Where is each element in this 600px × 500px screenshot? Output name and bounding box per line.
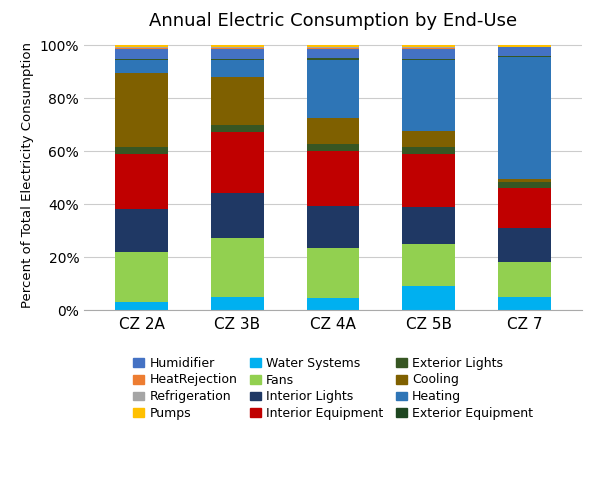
Bar [115,210,168,252]
Bar [403,50,455,58]
Bar [211,193,263,238]
Bar [403,154,455,207]
Bar [498,228,551,262]
Bar [307,60,359,118]
Bar [115,50,168,58]
Bar [403,60,455,132]
Bar [211,60,263,77]
Bar [211,125,263,132]
Bar [307,118,359,144]
Bar [211,77,263,125]
Bar [498,56,551,57]
Bar [498,182,551,188]
Bar [307,150,359,206]
Bar [115,252,168,302]
Bar [403,147,455,154]
Bar [307,144,359,150]
Bar [211,58,263,60]
Bar [115,48,168,50]
Bar [498,179,551,182]
Bar [307,48,359,49]
Bar [307,46,359,48]
Bar [115,147,168,154]
Bar [403,132,455,147]
Bar [211,238,263,296]
Y-axis label: Percent of Total Electricity Consumption: Percent of Total Electricity Consumption [21,42,34,308]
Bar [115,154,168,210]
Bar [307,58,359,60]
Bar [115,60,168,73]
Title: Annual Electric Consumption by End-Use: Annual Electric Consumption by End-Use [149,12,517,30]
Bar [211,48,263,50]
Bar [498,262,551,297]
Bar [211,296,263,310]
Bar [307,248,359,298]
Bar [403,58,455,60]
Bar [403,46,455,48]
Bar [403,207,455,244]
Bar [498,188,551,228]
Bar [498,57,551,179]
Bar [307,298,359,310]
Bar [498,297,551,310]
Bar [403,286,455,310]
Bar [115,46,168,48]
Bar [211,50,263,58]
Bar [403,244,455,286]
Bar [115,73,168,147]
Bar [307,206,359,248]
Bar [115,58,168,60]
Bar [403,48,455,50]
Bar [307,49,359,58]
Bar [211,132,263,193]
Bar [115,302,168,310]
Legend: Humidifier, HeatRejection, Refrigeration, Pumps, Water Systems, Fans, Interior L: Humidifier, HeatRejection, Refrigeration… [133,357,533,420]
Bar [211,46,263,48]
Bar [498,46,551,56]
